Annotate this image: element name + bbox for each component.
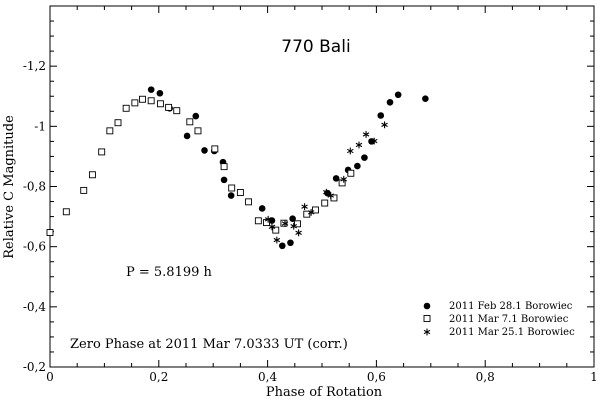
data-point-mar7: [220, 163, 228, 171]
data-point-feb28: [289, 215, 296, 222]
y-tick-labels: -0,2 -0,4 -0,6 -0,8 -1 -1,2: [23, 59, 47, 374]
data-point-feb28: [183, 132, 191, 140]
data-point-mar7: [62, 208, 70, 216]
data-point-feb28: [377, 112, 385, 119]
data-point-mar25: [347, 147, 354, 155]
data-point-mar7: [228, 184, 236, 192]
data-point-mar7: [114, 119, 122, 127]
data-point-mar7: [186, 118, 194, 126]
data-point-feb28: [258, 205, 266, 212]
legend-marker-filled-circle: [423, 302, 431, 310]
data-point-feb28: [192, 112, 200, 120]
data-point-mar7: [312, 206, 319, 214]
data-point-mar25: [264, 215, 272, 223]
y-tick-label: -0,4: [23, 300, 47, 314]
data-point-mar7: [80, 186, 88, 194]
data-point-mar7: [147, 97, 155, 105]
x-tick-label: 0: [46, 370, 54, 384]
x-tick-label: 1: [590, 370, 598, 384]
data-point-mar25: [295, 229, 302, 237]
x-tick-label: 0,2: [149, 370, 168, 384]
data-point-feb28: [361, 154, 368, 161]
x-tick-labels: 0 0,2 0,4 0,6 0,8 1: [46, 370, 598, 384]
data-point-mar7: [156, 100, 164, 108]
data-point-mar25: [323, 188, 330, 196]
data-point-feb28: [368, 138, 375, 145]
data-point-feb28: [422, 95, 429, 102]
data-point-mar7: [254, 217, 262, 225]
data-point-mar25: [381, 121, 388, 129]
x-tick-label: 0,6: [367, 370, 386, 384]
legend-item-mar7: 2011 Mar 7.1 Borowiec: [423, 314, 569, 325]
legend-marker-asterisk: [423, 328, 431, 336]
data-point-mar25: [268, 223, 276, 231]
data-point-mar25: [327, 192, 334, 199]
data-point-feb28: [220, 176, 228, 184]
data-point-mar7: [211, 145, 219, 153]
chart-title: 770 Bali: [281, 37, 350, 57]
legend: 2011 Feb 28.1 Borowiec 2011 Mar 7.1 Boro…: [423, 301, 575, 338]
data-point-mar7: [173, 107, 181, 115]
data-point-mar7: [321, 199, 329, 207]
data-point-mar7: [88, 171, 96, 179]
data-point-mar25: [340, 175, 348, 183]
legend-label: 2011 Feb 28.1 Borowiec: [449, 301, 573, 312]
data-point-mar7: [194, 127, 202, 135]
y-tick-label: -1: [34, 119, 46, 133]
data-point-mar25: [362, 131, 370, 138]
data-point-mar7: [165, 103, 173, 111]
y-axis-title: Relative C Magnitude: [2, 115, 17, 259]
data-point-mar7: [236, 189, 244, 196]
y-tick-label: -0,2: [23, 360, 46, 374]
period-annotation: P = 5.8199 h: [126, 265, 213, 280]
data-point-mar7: [46, 229, 54, 236]
data-point-mar7: [245, 198, 253, 206]
y-tick-label: -0,8: [23, 180, 46, 194]
data-point-mar25: [281, 220, 289, 227]
data-point-mar7: [139, 95, 146, 103]
x-axis-title: Phase of Rotation: [266, 385, 383, 400]
data-point-mar25: [370, 137, 378, 145]
legend-label: 2011 Mar 7.1 Borowiec: [449, 314, 569, 325]
x-tick-label: 0,8: [476, 370, 495, 384]
data-point-mar7: [303, 210, 311, 218]
legend-item-feb28: 2011 Feb 28.1 Borowiec: [423, 301, 573, 312]
data-point-feb28: [332, 175, 340, 182]
data-point-mar25: [355, 141, 363, 149]
data-point-feb28: [201, 147, 208, 154]
data-point-mar7: [98, 148, 106, 156]
data-point-mar7: [347, 169, 355, 177]
data-points: [46, 86, 429, 250]
data-point-feb28: [354, 162, 361, 170]
y-tick-label: -1,2: [23, 59, 46, 73]
data-point-mar7: [294, 220, 301, 228]
axis-ticks: [49, 5, 595, 368]
data-point-mar7: [272, 226, 280, 234]
data-point-feb28: [278, 242, 286, 250]
plot-frame: [49, 5, 595, 368]
data-point-mar7: [131, 99, 139, 107]
legend-marker-open-square: [423, 315, 431, 322]
legend-item-mar25: 2011 Mar 25.1 Borowiec: [423, 327, 575, 338]
zero-phase-annotation: Zero Phase at 2011 Mar 7.0333 UT (corr.): [70, 337, 348, 352]
data-point-feb28: [386, 98, 394, 106]
data-point-mar7: [106, 127, 114, 135]
legend-label: 2011 Mar 25.1 Borowiec: [449, 327, 575, 338]
data-point-feb28: [394, 91, 402, 99]
data-point-mar25: [273, 236, 281, 244]
x-tick-label: 0,4: [258, 370, 277, 384]
data-point-feb28: [287, 239, 294, 247]
data-point-mar25: [290, 222, 297, 230]
data-point-feb28: [156, 89, 164, 97]
data-point-mar25: [301, 203, 308, 211]
data-point-mar7: [122, 104, 130, 112]
data-point-feb28: [227, 192, 235, 199]
data-point-feb28: [147, 86, 155, 93]
y-tick-label: -0,6: [23, 240, 46, 254]
data-point-mar25: [307, 208, 315, 216]
data-point-feb28: [268, 217, 276, 224]
